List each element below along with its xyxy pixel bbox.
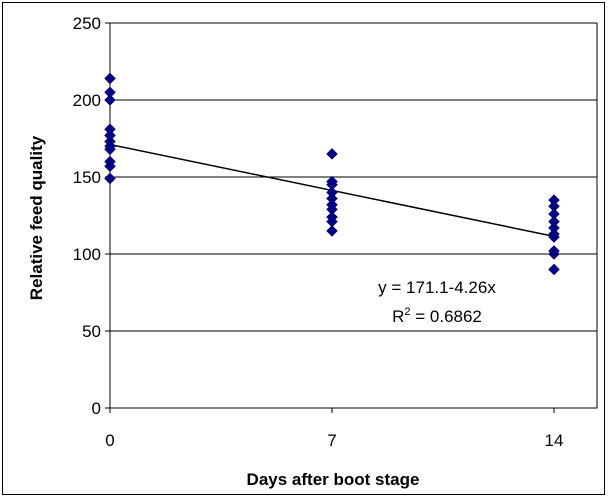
r-squared-label: R2 = 0.6862 [392, 306, 482, 326]
data-point-27 [548, 231, 560, 243]
x-tick-labels: 0 7 14 [105, 408, 563, 450]
gridlines [110, 99, 597, 332]
data-point-30 [548, 263, 560, 276]
x-axis-title: Days after boot stage [247, 470, 420, 489]
data-point-9 [104, 160, 116, 173]
x-tick-label-7: 7 [327, 431, 336, 450]
data-point-7 [104, 143, 116, 156]
data-point-0 [104, 72, 116, 85]
plot-area [109, 22, 598, 409]
data-point-20 [326, 225, 338, 237]
data-point-2 [104, 94, 116, 106]
r-squared-symbol: R [392, 307, 404, 326]
data-point-10 [104, 172, 116, 185]
r-squared-value: = 0.6862 [411, 307, 482, 326]
x-tick-label-14: 14 [545, 431, 564, 450]
y-tick-label-100: 100 [73, 245, 101, 264]
x-tick-label-0: 0 [105, 431, 114, 450]
y-tick-label-50: 50 [82, 322, 101, 341]
data-point-11 [326, 148, 338, 160]
data-points [104, 72, 560, 276]
trendline-equation: y = 171.1-4.26x [378, 278, 496, 297]
r-squared-superscript: 2 [404, 306, 410, 318]
y-tick-label-250: 250 [73, 14, 101, 33]
y-tick-label-0: 0 [92, 399, 101, 418]
y-tick-labels: 0 50 100 150 200 250 [73, 14, 110, 418]
data-point-29 [548, 248, 560, 260]
y-axis-title: Relative feed quality [27, 135, 46, 300]
y-tick-label-150: 150 [73, 168, 101, 187]
y-tick-label-200: 200 [73, 91, 101, 110]
